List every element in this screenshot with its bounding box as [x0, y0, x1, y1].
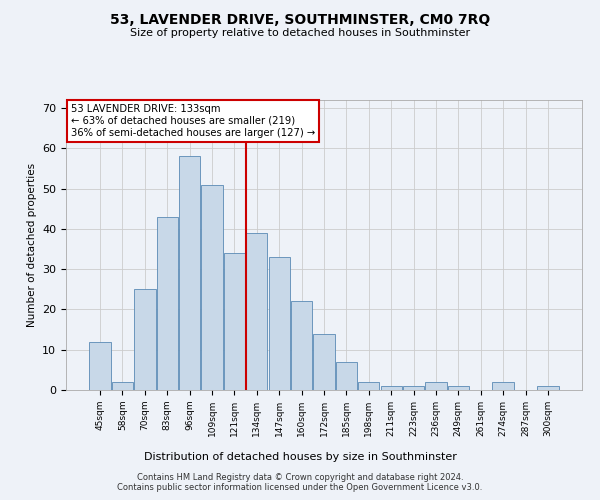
- Y-axis label: Number of detached properties: Number of detached properties: [26, 163, 37, 327]
- Bar: [380, 386, 402, 390]
- Bar: [313, 334, 335, 390]
- Bar: [246, 233, 268, 390]
- Bar: [224, 253, 245, 390]
- Bar: [493, 382, 514, 390]
- Text: Distribution of detached houses by size in Southminster: Distribution of detached houses by size …: [143, 452, 457, 462]
- Bar: [291, 302, 312, 390]
- Text: Size of property relative to detached houses in Southminster: Size of property relative to detached ho…: [130, 28, 470, 38]
- Bar: [537, 386, 559, 390]
- Bar: [179, 156, 200, 390]
- Text: 53 LAVENDER DRIVE: 133sqm
← 63% of detached houses are smaller (219)
36% of semi: 53 LAVENDER DRIVE: 133sqm ← 63% of detac…: [71, 104, 316, 138]
- Bar: [134, 290, 155, 390]
- Bar: [403, 386, 424, 390]
- Bar: [157, 217, 178, 390]
- Bar: [425, 382, 446, 390]
- Bar: [336, 362, 357, 390]
- Bar: [89, 342, 111, 390]
- Text: 53, LAVENDER DRIVE, SOUTHMINSTER, CM0 7RQ: 53, LAVENDER DRIVE, SOUTHMINSTER, CM0 7R…: [110, 12, 490, 26]
- Text: Contains HM Land Registry data © Crown copyright and database right 2024.
Contai: Contains HM Land Registry data © Crown c…: [118, 473, 482, 492]
- Bar: [202, 184, 223, 390]
- Bar: [448, 386, 469, 390]
- Bar: [269, 257, 290, 390]
- Bar: [112, 382, 133, 390]
- Bar: [358, 382, 379, 390]
